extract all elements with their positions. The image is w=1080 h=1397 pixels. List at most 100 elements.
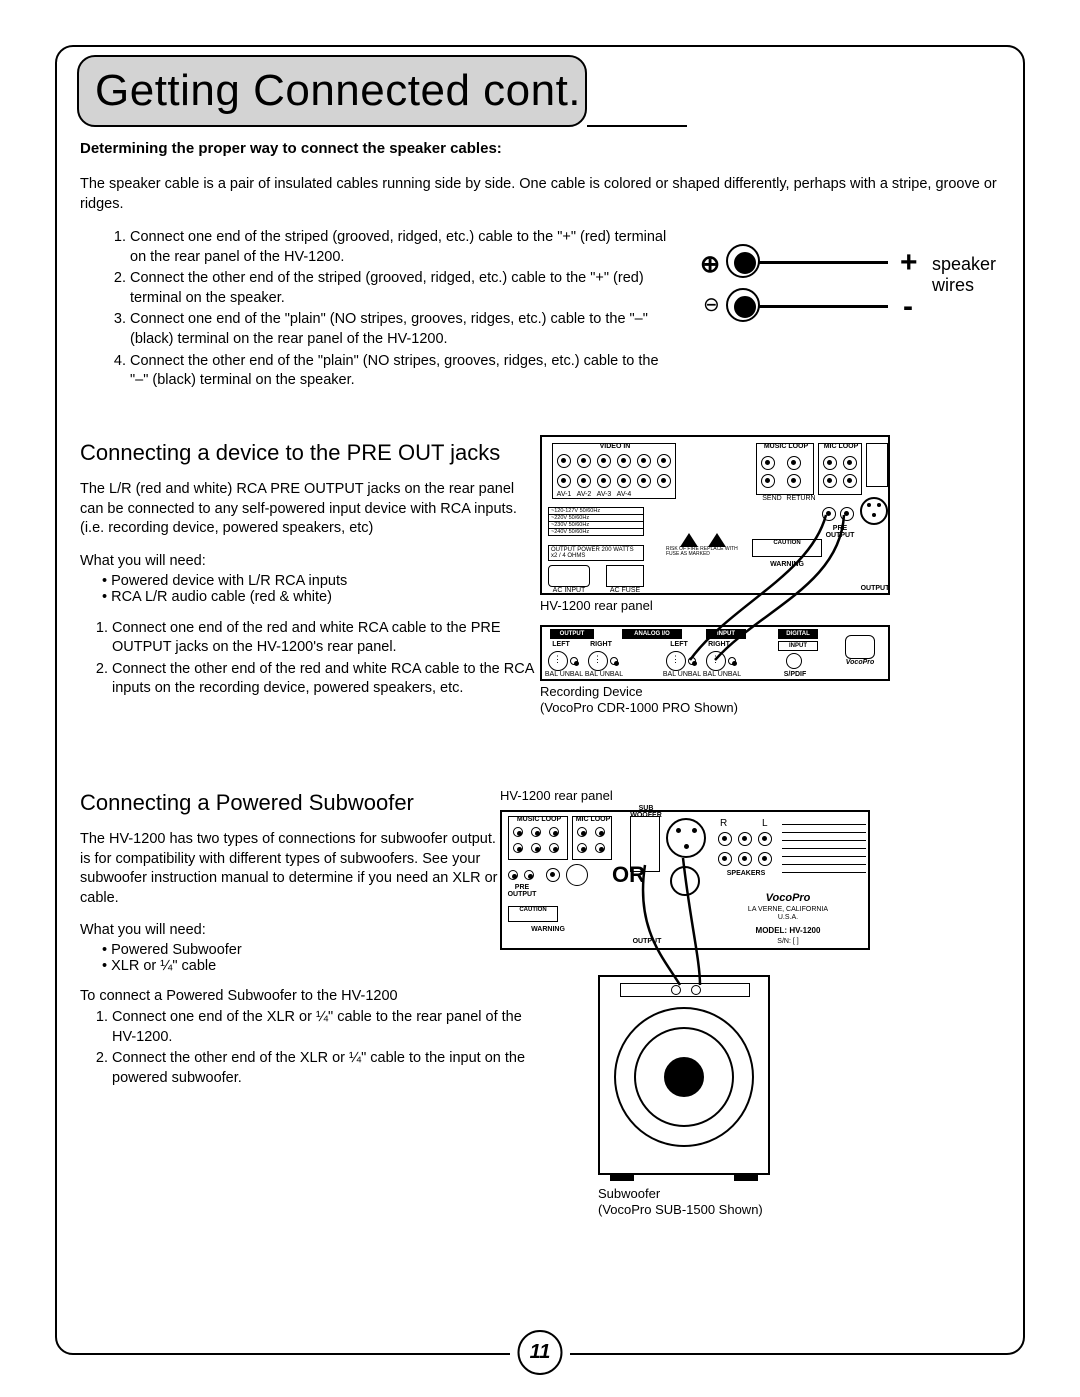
brand-logo: VocoPro bbox=[838, 635, 882, 675]
output-power-label: OUTPUT POWER 200 WATTS x2 / 4 OHMS bbox=[548, 545, 644, 561]
rca-jack-icon: ⋮ bbox=[706, 651, 726, 671]
mic-loop-label: MIC LOOP bbox=[573, 816, 613, 823]
jack-icon bbox=[823, 456, 837, 470]
speaker-terminal-icon bbox=[718, 832, 732, 846]
jack-icon bbox=[513, 843, 523, 853]
or-label: OR bbox=[612, 862, 645, 888]
rating: ~240V 50/60Hz bbox=[548, 528, 644, 536]
jack-icon bbox=[524, 870, 534, 880]
brand-label: VocoPro bbox=[838, 659, 882, 666]
jack-icon bbox=[595, 843, 605, 853]
output-label: OUTPUT bbox=[856, 585, 894, 592]
sub-input-panel bbox=[620, 983, 750, 997]
right-label: RIGHT bbox=[588, 641, 614, 648]
caution-triangle-icon bbox=[708, 533, 726, 547]
jack-icon bbox=[637, 454, 651, 468]
sub-connector-icon bbox=[866, 443, 888, 487]
ratings-block: ~120-127V 50/60Hz ~220V 50/60Hz ~230V 50… bbox=[548, 507, 644, 535]
jack-icon bbox=[657, 454, 671, 468]
step: Connect the other end of the XLR or ¼" c… bbox=[112, 1049, 530, 1088]
terminal-positive-icon bbox=[726, 244, 760, 278]
tab-bridge bbox=[587, 80, 687, 127]
spdif-jack-icon bbox=[786, 653, 802, 669]
sub-woofer-label: SUB WOOFER bbox=[629, 805, 663, 819]
sub-caption2: (VocoPro SUB-1500 Shown) bbox=[598, 1202, 763, 1218]
jack-icon bbox=[595, 827, 605, 837]
left-label: LEFT bbox=[666, 641, 692, 648]
page-title: Getting Connected cont. bbox=[95, 66, 581, 116]
music-loop-block: MUSIC LOOP bbox=[756, 443, 814, 495]
jack-icon bbox=[761, 474, 775, 488]
jack-icon bbox=[843, 456, 857, 470]
brand-label: VocoPro bbox=[718, 892, 858, 904]
pre-output-label: PRE OUTPUT bbox=[504, 884, 540, 898]
rca-jack-icon: ⋮ bbox=[548, 651, 568, 671]
jack-icon bbox=[688, 657, 696, 665]
jack-icon bbox=[577, 843, 587, 853]
send-label: SEND bbox=[760, 495, 784, 502]
wire-plus-label: + bbox=[900, 246, 918, 280]
recording-device-diagram: OUTPUT ANALOG I/O INPUT DIGITAL INPUT LE… bbox=[540, 625, 890, 681]
jack-icon bbox=[549, 843, 559, 853]
ac-input-icon bbox=[548, 565, 590, 587]
sub-foot bbox=[734, 1173, 758, 1181]
pre-out-jack-icon bbox=[822, 507, 836, 521]
left-label: LEFT bbox=[548, 641, 574, 648]
jack-icon bbox=[843, 474, 857, 488]
warning-label: WARNING bbox=[508, 926, 588, 933]
panel2-caption2: (VocoPro CDR-1000 PRO Shown) bbox=[540, 700, 738, 716]
sub-foot bbox=[610, 1173, 634, 1181]
section-b-needs: Powered device with L/R RCA inputs RCA L… bbox=[80, 573, 540, 605]
terminal-negative-icon bbox=[726, 288, 760, 322]
panel2-caption1: Recording Device bbox=[540, 684, 643, 700]
caution-box: CAUTION bbox=[752, 539, 822, 557]
music-loop-label: MUSIC LOOP bbox=[513, 816, 565, 823]
step: Connect the other end of the red and whi… bbox=[112, 660, 540, 699]
speaker-cone-icon bbox=[664, 1057, 704, 1097]
section-b-intro: The L/R (red and white) RCA PRE OUTPUT j… bbox=[80, 480, 540, 539]
jack-icon bbox=[531, 827, 541, 837]
hv1200-rear-panel-diagram: VIDEO IN AV-1 AV-2 AV-3 AV-4 bbox=[540, 435, 890, 595]
wire-minus-label: - bbox=[903, 290, 913, 324]
mic-loop-block: MIC LOOP bbox=[818, 443, 862, 495]
jack-icon bbox=[617, 474, 631, 488]
page-number: 11 bbox=[518, 1330, 563, 1375]
speaker-wire-diagram: + - speaker wires bbox=[700, 248, 990, 338]
music-loop-block: MUSIC LOOP bbox=[508, 816, 568, 860]
right-label: RIGHT bbox=[706, 641, 732, 648]
jack-icon bbox=[761, 456, 775, 470]
rca-jack-icon: ⋮ bbox=[666, 651, 686, 671]
speaker-wires-label: speaker wires bbox=[932, 254, 996, 296]
section-b: Connecting a device to the PRE OUT jacks… bbox=[80, 430, 1000, 701]
sn-label: S/N: [ ] bbox=[718, 938, 858, 945]
jack-icon bbox=[728, 657, 736, 665]
jack-icon bbox=[508, 870, 518, 880]
caution-triangle-icon bbox=[680, 533, 698, 547]
step: Connect the other end of the "plain" (NO… bbox=[130, 352, 1000, 391]
speaker-terminal-icon bbox=[738, 832, 752, 846]
section-c-steps: Connect one end of the XLR or ¼" cable t… bbox=[80, 1008, 530, 1088]
section-c-intro: The HV-1200 has two types of connections… bbox=[80, 830, 530, 908]
seg-analog: ANALOG I/O bbox=[622, 629, 682, 639]
jack-icon bbox=[557, 454, 571, 468]
loc-label: LA VERNE, CALIFORNIA bbox=[718, 906, 858, 913]
sub-caption1: Subwoofer bbox=[598, 1186, 660, 1202]
subwoofer-diagram bbox=[598, 975, 770, 1175]
bal-label: BAL UNBAL bbox=[702, 671, 742, 678]
need-label: What you will need: bbox=[80, 553, 540, 569]
seg-input: INPUT bbox=[706, 629, 746, 639]
rca-jack-icon: ⋮ bbox=[588, 651, 608, 671]
need-item: Powered device with L/R RCA inputs bbox=[102, 573, 540, 589]
plus-symbol-icon bbox=[700, 250, 720, 279]
model-label: MODEL: HV-1200 bbox=[718, 926, 858, 935]
section-c: Connecting a Powered Subwoofer The HV-12… bbox=[80, 780, 1000, 1091]
need-item: Powered Subwoofer bbox=[102, 942, 530, 958]
caution-label: CAUTION bbox=[753, 540, 821, 546]
warning-label: WARNING bbox=[752, 561, 822, 568]
xlr-icon bbox=[666, 818, 706, 858]
jack-icon bbox=[577, 827, 587, 837]
return-label: RETURN bbox=[786, 495, 816, 502]
video-in-label: VIDEO IN bbox=[593, 443, 637, 450]
mic-loop-label: MIC LOOP bbox=[821, 443, 861, 450]
jack-icon bbox=[597, 454, 611, 468]
